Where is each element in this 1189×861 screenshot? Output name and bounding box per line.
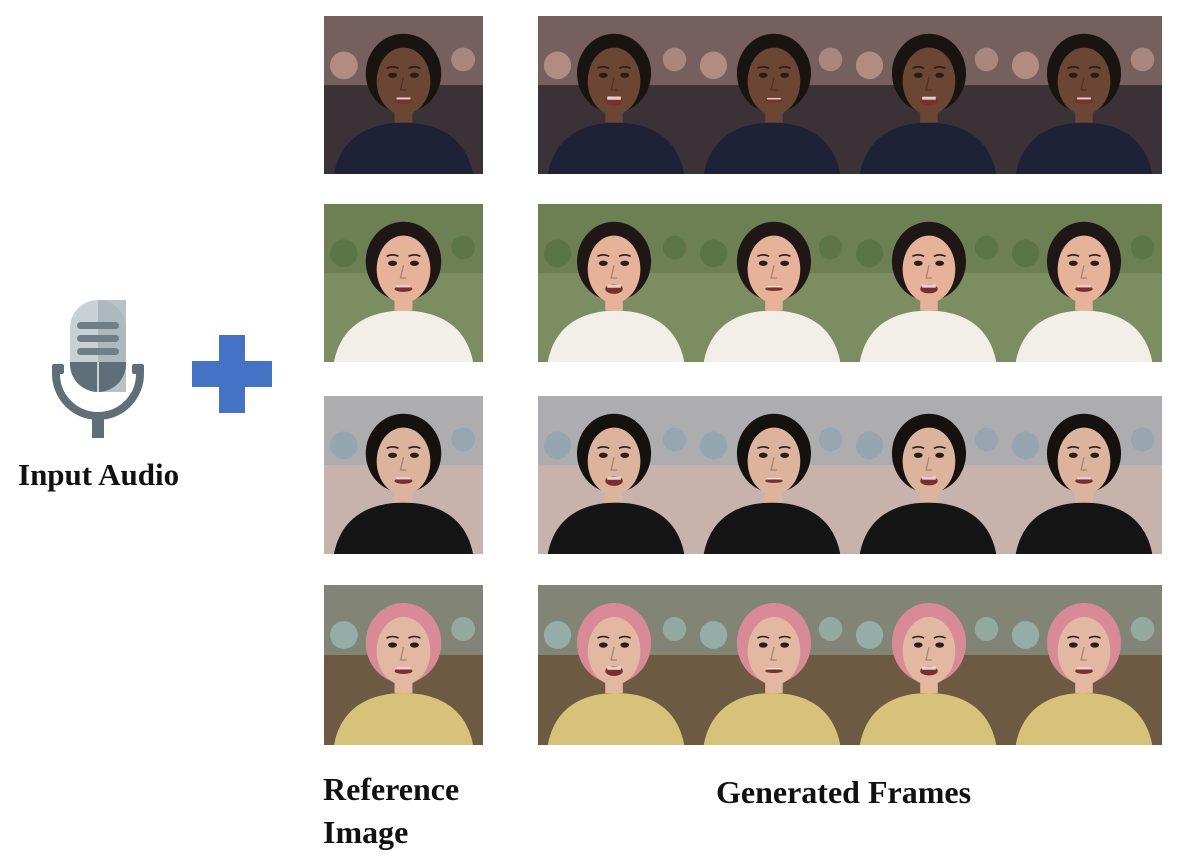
generated-frames-label: Generated Frames [716, 774, 972, 810]
reference-image [324, 204, 483, 362]
microphone-icon [52, 298, 144, 440]
generated-frame [850, 585, 1006, 745]
generated-frame [850, 204, 1006, 362]
generated-frame [1006, 204, 1162, 362]
generated-frame [538, 396, 694, 554]
generated-frame [538, 16, 694, 174]
plus-icon [192, 335, 272, 413]
generated-frame [538, 204, 694, 362]
generated-frame [694, 585, 850, 745]
input-audio-label: Input Audio [18, 457, 180, 492]
reference-image [324, 16, 483, 174]
generated-frame [1006, 16, 1162, 174]
generated-frame [694, 16, 850, 174]
reference-image [324, 396, 483, 554]
generated-frame [694, 204, 850, 362]
generated-frame [694, 396, 850, 554]
reference-image [324, 585, 483, 745]
generated-frame [850, 396, 1006, 554]
generated-frame [1006, 396, 1162, 554]
generated-frame [538, 585, 694, 745]
generated-frame [850, 16, 1006, 174]
reference-image-label: Reference Image [323, 771, 460, 850]
generated-frame [1006, 585, 1162, 745]
